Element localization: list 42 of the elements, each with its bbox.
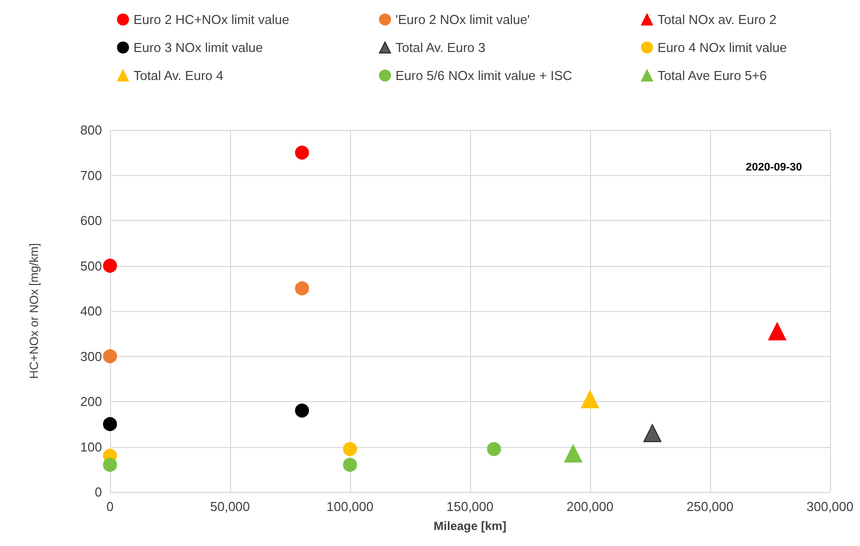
y-tick-label: 600 (80, 213, 102, 228)
x-tick-label: 150,000 (446, 499, 494, 514)
point (581, 390, 599, 408)
y-axis-title: HC+NOx or NOx [mg/km] (27, 243, 41, 379)
y-tick-label: 800 (80, 122, 102, 138)
point (103, 458, 117, 472)
point (103, 258, 117, 273)
point (643, 424, 662, 442)
legend-label: Total NOx av. Euro 2 (658, 12, 776, 27)
annotation: 2020-09-30 (746, 162, 802, 174)
y-tick-label: 400 (80, 304, 102, 318)
y-tick-label: 200 (80, 394, 102, 409)
point (487, 442, 501, 456)
y-tick-label: 300 (80, 348, 102, 364)
legend-label: Euro 2 HC+NOx limit value (134, 12, 290, 27)
legend-label: Euro 4 NOx limit value (658, 40, 787, 55)
point (295, 281, 309, 296)
legend-label: Total Av. Euro 4 (134, 68, 224, 83)
x-tick-label: 50,000 (210, 499, 250, 514)
point (103, 417, 117, 432)
legend-label: Euro 5/6 NOx limit value + ISC (396, 68, 572, 83)
y-tick-label: 0 (94, 484, 102, 500)
point (564, 444, 582, 463)
point (295, 146, 309, 160)
point (343, 458, 357, 472)
legend-label: Euro 3 NOx limit value (134, 40, 263, 55)
x-tick-label: 100,000 (326, 499, 374, 514)
y-tick-label: 100 (80, 439, 102, 454)
x-tick-label: 0 (106, 499, 114, 514)
x-tick-label: 250,000 (686, 499, 734, 514)
point (768, 322, 786, 340)
legend-label: Total Av. Euro 3 (396, 40, 486, 55)
x-tick-label: 300,000 (806, 499, 854, 514)
legend-label: Total Ave Euro 5+6 (658, 68, 767, 83)
y-tick-label: 500 (80, 258, 102, 274)
x-tick-label: 200,000 (566, 499, 614, 514)
point (343, 442, 357, 456)
x-axis-title: Mileage [km] (434, 519, 506, 533)
point (103, 349, 117, 364)
legend-label: 'Euro 2 NOx limit value' (396, 12, 530, 27)
y-tick-label: 700 (80, 168, 102, 183)
point (295, 404, 309, 418)
